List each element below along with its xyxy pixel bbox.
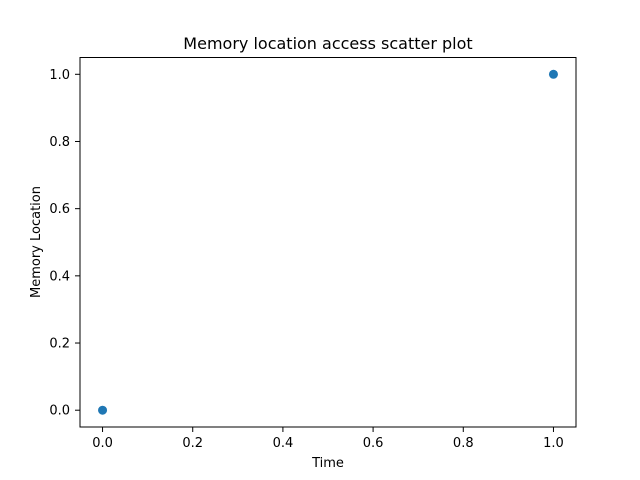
x-tick-label: 0.6 bbox=[363, 436, 384, 451]
scatter-point bbox=[98, 405, 108, 415]
x-tick-label: 0.8 bbox=[453, 436, 474, 451]
x-tick-label: 0.0 bbox=[92, 436, 113, 451]
y-tick-label: 0.0 bbox=[49, 404, 70, 419]
y-tick-label: 0.4 bbox=[49, 269, 70, 284]
scatter-point bbox=[548, 69, 558, 79]
axes-frame bbox=[79, 57, 577, 428]
x-tick-label: 0.4 bbox=[273, 436, 294, 451]
x-axis-ticks: 0.0 0.2 0.4 0.6 0.8 1.0 bbox=[92, 427, 564, 451]
y-tick-label: 0.6 bbox=[49, 202, 70, 217]
x-tick-label: 0.2 bbox=[182, 436, 203, 451]
y-tick-label: 0.8 bbox=[49, 135, 70, 150]
y-tick-label: 0.2 bbox=[49, 337, 70, 352]
y-tick-label: 1.0 bbox=[49, 68, 70, 83]
scatter-points bbox=[98, 69, 558, 415]
chart-title: Memory location access scatter plot bbox=[183, 34, 472, 53]
x-tick-label: 1.0 bbox=[543, 436, 564, 451]
x-axis-label: Time bbox=[311, 456, 344, 471]
y-axis-label: Memory Location bbox=[29, 186, 44, 298]
y-axis-ticks: 0.0 0.2 0.4 0.6 0.8 1.0 bbox=[49, 68, 80, 419]
